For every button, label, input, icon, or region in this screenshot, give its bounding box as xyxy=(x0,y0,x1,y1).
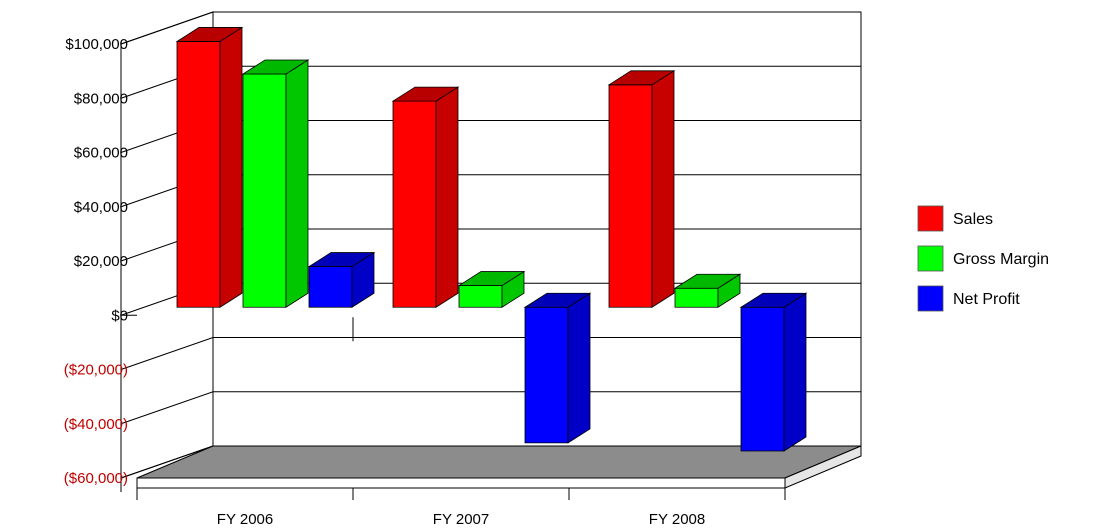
bar-top-face xyxy=(523,292,592,308)
bar-sales-fy-2006 xyxy=(175,26,244,308)
legend-swatch xyxy=(917,205,944,232)
bar-gross-margin-fy-2007 xyxy=(457,270,526,308)
bar-front-face xyxy=(176,41,221,308)
bar-gross-margin-fy-2006 xyxy=(241,59,310,308)
y-tick-label: ($60,000) xyxy=(64,470,128,487)
legend-label: Sales xyxy=(953,211,993,228)
legend-item-net-profit: Net Profit xyxy=(917,285,1020,312)
y-axis-tick-labels: $100,000 $80,000 $60,000 $40,000 $20,000 $0 ($… xyxy=(64,36,128,487)
bar-net-profit-fy-2008 xyxy=(739,292,808,452)
bar-top-face xyxy=(391,86,460,102)
legend: Sales Gross Margin Net Profit xyxy=(917,205,1049,312)
bar-side-face xyxy=(651,70,675,308)
y-tick-label: ($40,000) xyxy=(64,416,128,433)
bar-front-face xyxy=(740,306,785,452)
bar-top-face xyxy=(457,271,526,286)
floor-side xyxy=(784,445,862,489)
chart-floor xyxy=(136,445,862,489)
bar-top-face xyxy=(241,59,310,75)
x-category-label: FY 2006 xyxy=(217,511,273,528)
y-tick-label: $80,000 xyxy=(74,90,128,107)
bar-front-face xyxy=(458,285,503,308)
legend-item-sales: Sales xyxy=(917,205,993,232)
legend-swatch xyxy=(917,285,944,312)
bar-sales-fy-2007 xyxy=(391,86,460,308)
bar-net-profit-fy-2007 xyxy=(523,292,592,444)
bar-top-face xyxy=(307,252,376,267)
bar-front-face xyxy=(524,306,569,444)
y-tick-label: $0 xyxy=(111,307,128,324)
bar-front-face xyxy=(608,84,653,308)
bar-front-face xyxy=(308,266,353,308)
gridline xyxy=(120,391,861,425)
legend-label: Net Profit xyxy=(953,291,1020,308)
bar-side-face xyxy=(435,86,459,308)
x-category-label: FY 2008 xyxy=(649,511,705,528)
bar-top-face xyxy=(739,292,808,308)
chart-bars xyxy=(175,26,808,452)
legend-item-gross-margin: Gross Margin xyxy=(917,245,1049,272)
bar-front-face xyxy=(392,100,437,308)
bar-gross-margin-fy-2008 xyxy=(673,273,742,308)
bar-side-face xyxy=(285,59,309,308)
x-axis-category-labels: FY 2006 FY 2007 FY 2008 xyxy=(217,511,705,528)
gridline xyxy=(120,337,861,370)
bar-side-face xyxy=(567,292,591,444)
chart-axes xyxy=(120,44,786,500)
bar-net-profit-fy-2006 xyxy=(307,251,376,308)
bar-top-face xyxy=(175,27,244,42)
y-tick-label: $60,000 xyxy=(74,145,128,162)
bar-side-face xyxy=(783,292,807,452)
bar-front-face xyxy=(242,73,287,308)
bar-sales-fy-2008 xyxy=(607,70,676,308)
y-tick-label: $20,000 xyxy=(74,253,128,270)
x-category-label: FY 2007 xyxy=(433,511,489,528)
gridline xyxy=(120,11,861,45)
bar-side-face xyxy=(219,26,243,308)
legend-label: Gross Margin xyxy=(953,251,1049,268)
y-tick-label: $40,000 xyxy=(74,199,128,216)
bar-front-face xyxy=(674,287,719,308)
y-tick-label: ($20,000) xyxy=(64,362,128,379)
y-tick-label: $100,000 xyxy=(65,36,128,53)
bar-top-face xyxy=(607,70,676,86)
bar-top-face xyxy=(673,273,742,289)
floor-front xyxy=(136,477,786,489)
legend-swatch xyxy=(917,245,944,272)
